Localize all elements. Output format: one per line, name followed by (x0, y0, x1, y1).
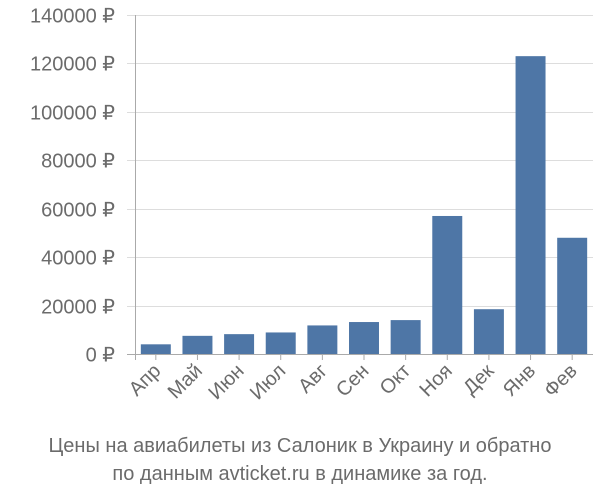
x-tick-label: Май (164, 360, 207, 403)
x-tick-label: Ноя (416, 360, 457, 401)
bar (224, 334, 255, 354)
bar (182, 335, 213, 354)
bars (140, 56, 588, 355)
bar (349, 322, 379, 354)
x-tick-label: Июл (246, 360, 290, 404)
bar (390, 320, 421, 354)
bar (265, 332, 296, 354)
bar (432, 215, 463, 354)
y-tick-label: 140000 ₽ (30, 6, 115, 28)
bar (140, 344, 171, 354)
bar (473, 309, 504, 354)
x-tick-label: Сен (332, 360, 373, 401)
x-tick-label: Апр (125, 360, 166, 401)
y-tick-label: 60000 ₽ (41, 200, 115, 222)
caption-line-2: по данным avticket.ru в динамике за год. (112, 463, 488, 485)
y-tick-label: 40000 ₽ (41, 248, 115, 270)
y-axis: 0 ₽ 20000 ₽ 40000 ₽ 60000 ₽ 80000 ₽ 100000 ₽ 1… (30, 6, 115, 367)
y-tick-label: 80000 ₽ (41, 151, 115, 173)
x-tick-label: Янв (499, 360, 540, 401)
y-tick-label: 0 ₽ (86, 345, 116, 367)
bar (557, 237, 588, 354)
x-tick-label: Авг (294, 360, 332, 398)
grid-lines (127, 15, 593, 360)
x-tick-label: Окт (376, 360, 415, 399)
x-tick-label: Фев (540, 360, 582, 402)
x-tick-label: Дек (459, 360, 498, 399)
chart-caption: Цены на авиабилеты из Салоник в Украину … (0, 432, 600, 488)
x-tick-label: Июн (204, 360, 248, 404)
y-tick-label: 100000 ₽ (30, 103, 115, 125)
bar (307, 325, 338, 354)
bar-chart: 0 ₽ 20000 ₽ 40000 ₽ 60000 ₽ 80000 ₽ 100000 ₽ 1… (30, 6, 593, 404)
bar (515, 56, 546, 355)
caption-line-1: Цены на авиабилеты из Салоник в Украину … (48, 435, 552, 457)
y-tick-label: 20000 ₽ (41, 297, 115, 319)
y-tick-label: 120000 ₽ (30, 54, 115, 76)
